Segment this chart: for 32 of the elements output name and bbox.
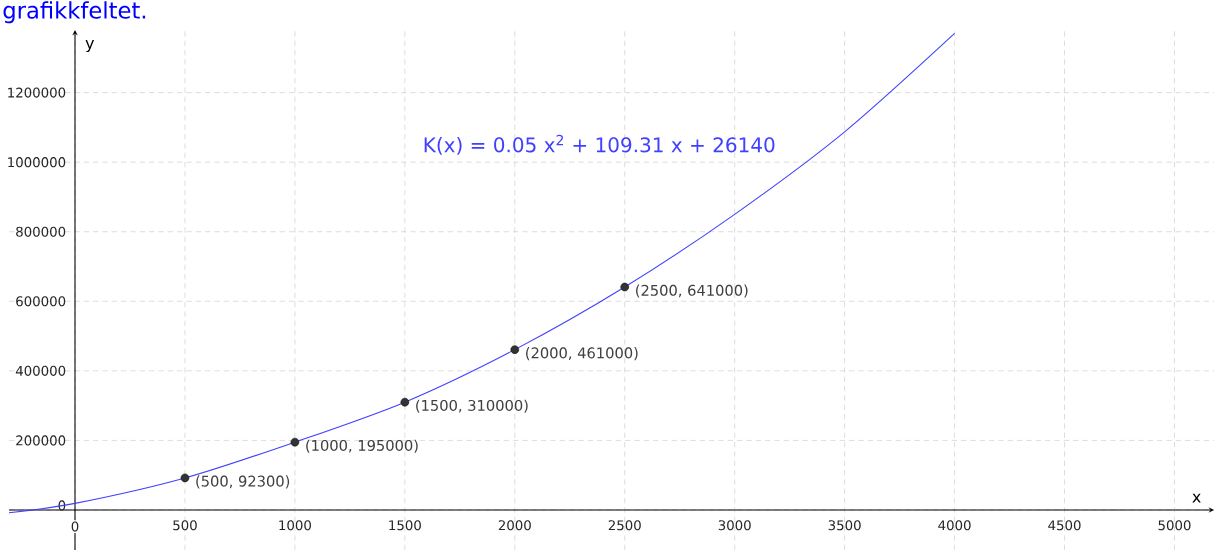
- series-label: K(x) = 0.05 x$^{2}$ + 109.31 x + 26140: [424, 134, 775, 155]
- x-tick-label: 2000: [498, 520, 531, 531]
- y-axis-title: y: [85, 40, 95, 53]
- x-tick-label: 1000: [279, 520, 311, 531]
- x-tick-label: 2500: [608, 520, 641, 531]
- data-label: (2000, 461000): [526, 347, 638, 361]
- data-label: (500, 92300): [196, 475, 290, 489]
- x-tick-label: 0: [71, 521, 79, 532]
- x-tick-label: 5000: [1158, 520, 1191, 531]
- point: [620, 282, 629, 292]
- point: [180, 473, 190, 483]
- y-tick-label: 400000: [15, 365, 66, 376]
- x-tick-label: 1500: [389, 520, 421, 531]
- point: [510, 345, 520, 354]
- point: [400, 397, 410, 407]
- x-tick-label: 3000: [718, 520, 751, 531]
- y-tick-label: 1000000: [8, 157, 66, 168]
- x-tick-label: 500: [173, 520, 197, 531]
- data-label: (2500, 641000): [636, 284, 748, 298]
- y-tick-label: 600000: [16, 296, 66, 307]
- y-tick-label: 200000: [16, 435, 66, 446]
- point: [290, 437, 300, 447]
- x-tick-label: 4000: [938, 520, 971, 531]
- data-label: (1500, 310000): [416, 399, 528, 413]
- x-tick-label: 4500: [1048, 520, 1081, 531]
- x-tick-label: 3500: [828, 520, 861, 531]
- y-tick-label: 1200000: [8, 87, 66, 98]
- y-tick-label: 800000: [16, 226, 66, 237]
- data-label: (1000, 195000): [306, 439, 418, 453]
- text: grafikkfeltet.: [3, 1, 146, 24]
- line-series: [8, 32, 956, 514]
- x-axis-title: x: [1192, 493, 1201, 503]
